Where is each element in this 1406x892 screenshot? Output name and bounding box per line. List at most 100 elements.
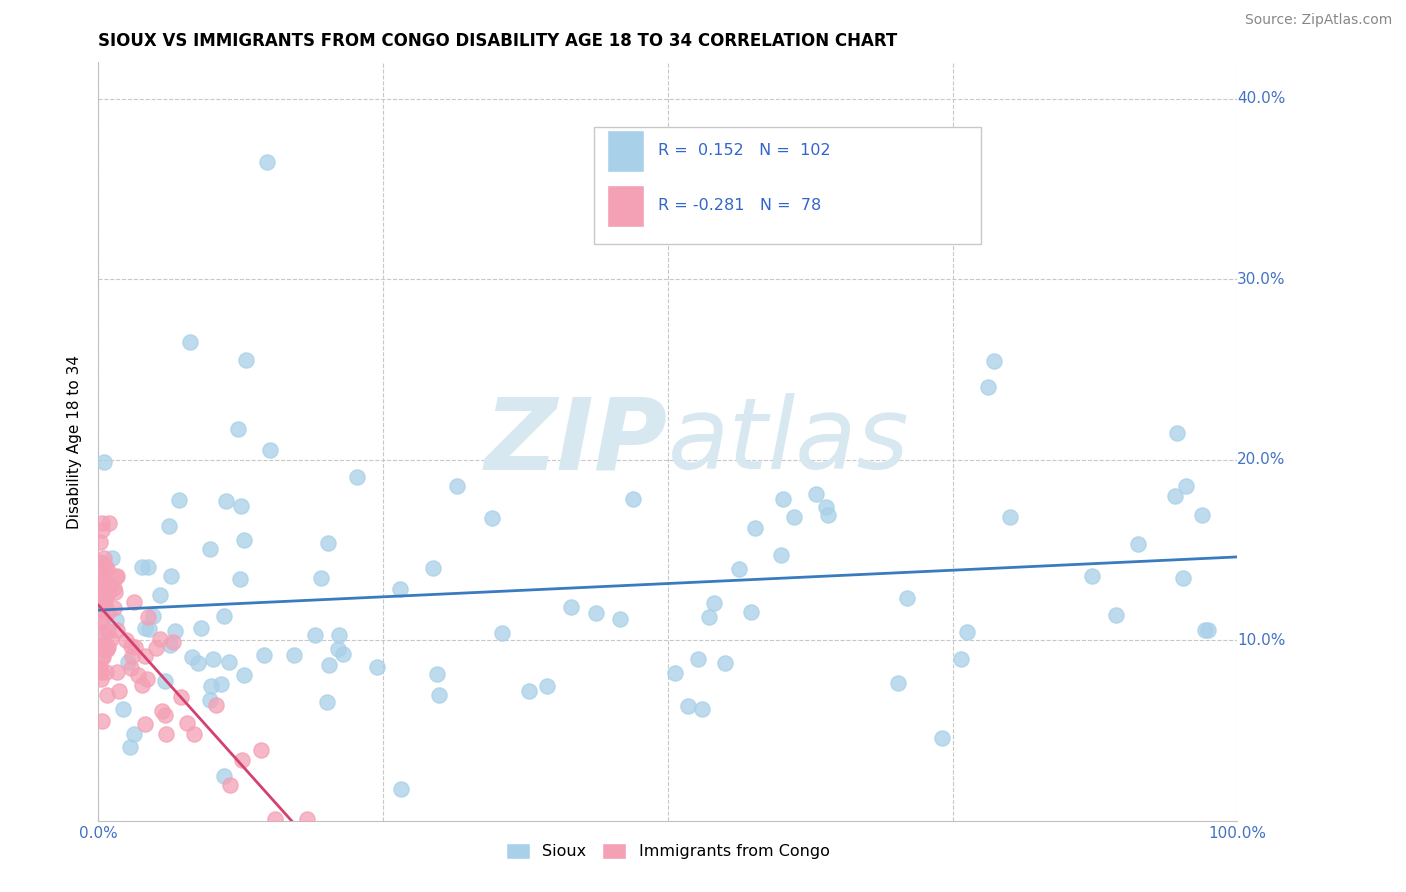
Point bbox=[744, 521, 766, 535]
Text: SIOUX VS IMMIGRANTS FROM CONGO DISABILITY AGE 18 TO 34 CORRELATION CHART: SIOUX VS IMMIGRANTS FROM CONGO DISABILIT… bbox=[98, 32, 897, 50]
Point bbox=[328, 628, 350, 642]
Legend: Sioux, Immigrants from Congo: Sioux, Immigrants from Congo bbox=[499, 837, 837, 866]
Point bbox=[389, 781, 412, 796]
Point bbox=[956, 625, 979, 640]
Point bbox=[427, 689, 450, 703]
Point bbox=[609, 612, 631, 626]
Point bbox=[1105, 608, 1128, 623]
Point bbox=[120, 639, 142, 653]
Point bbox=[115, 633, 138, 648]
Point bbox=[212, 769, 235, 783]
Point bbox=[96, 642, 118, 657]
FancyBboxPatch shape bbox=[607, 130, 644, 171]
Point bbox=[931, 731, 953, 745]
Point bbox=[998, 509, 1021, 524]
Text: atlas: atlas bbox=[668, 393, 910, 490]
Point bbox=[136, 673, 159, 687]
Point bbox=[108, 684, 131, 698]
Point bbox=[91, 625, 114, 640]
Point bbox=[187, 656, 209, 670]
Point bbox=[728, 562, 751, 576]
Point bbox=[316, 536, 339, 550]
Point bbox=[804, 487, 827, 501]
Point bbox=[179, 335, 201, 350]
Point bbox=[90, 640, 112, 654]
Text: R =  0.152   N =  102: R = 0.152 N = 102 bbox=[658, 144, 830, 158]
Point bbox=[231, 753, 253, 767]
Point bbox=[157, 518, 180, 533]
Point bbox=[153, 673, 176, 688]
Point bbox=[93, 558, 115, 573]
Point bbox=[688, 652, 710, 666]
Point bbox=[90, 600, 112, 615]
Point bbox=[155, 726, 177, 740]
Point bbox=[105, 613, 128, 627]
Point bbox=[256, 154, 278, 169]
Point bbox=[176, 716, 198, 731]
Point bbox=[96, 688, 118, 702]
Point bbox=[148, 588, 170, 602]
Point bbox=[93, 599, 115, 613]
Point bbox=[233, 533, 256, 548]
Point bbox=[96, 585, 118, 599]
Point bbox=[817, 508, 839, 522]
Point bbox=[97, 605, 120, 619]
Point bbox=[93, 574, 115, 589]
Point bbox=[134, 717, 156, 731]
Point bbox=[93, 627, 115, 641]
Point bbox=[200, 679, 222, 693]
Point bbox=[170, 690, 193, 704]
Point bbox=[94, 591, 117, 605]
Point bbox=[481, 510, 503, 524]
Point bbox=[1166, 425, 1188, 440]
Point bbox=[250, 743, 273, 757]
Point bbox=[181, 650, 204, 665]
Point bbox=[229, 572, 252, 586]
Point bbox=[229, 499, 252, 513]
Text: Source: ZipAtlas.com: Source: ZipAtlas.com bbox=[1244, 13, 1392, 28]
Point bbox=[97, 624, 120, 639]
Point bbox=[93, 591, 115, 606]
Point bbox=[676, 699, 699, 714]
Text: 10.0%: 10.0% bbox=[1237, 632, 1285, 648]
Point bbox=[283, 648, 305, 662]
Point bbox=[149, 632, 172, 647]
Point bbox=[1164, 489, 1187, 503]
Point bbox=[89, 639, 111, 653]
Point bbox=[124, 727, 146, 741]
Point bbox=[228, 422, 250, 436]
Point bbox=[169, 493, 191, 508]
Point bbox=[96, 643, 118, 657]
Point bbox=[814, 500, 837, 514]
Point bbox=[328, 641, 350, 656]
Point bbox=[896, 591, 918, 605]
Point bbox=[134, 649, 156, 664]
Point bbox=[159, 569, 181, 583]
Point bbox=[105, 623, 128, 637]
Point bbox=[976, 380, 998, 394]
Point bbox=[96, 560, 118, 574]
Point bbox=[426, 667, 449, 681]
Point bbox=[887, 675, 910, 690]
Point bbox=[446, 479, 468, 493]
Point bbox=[772, 492, 794, 507]
Point bbox=[422, 561, 444, 575]
Point bbox=[1081, 569, 1104, 583]
Y-axis label: Disability Age 18 to 34: Disability Age 18 to 34 bbox=[67, 354, 83, 529]
Point bbox=[259, 442, 281, 457]
Point bbox=[122, 595, 145, 609]
Point bbox=[117, 655, 139, 669]
Point bbox=[91, 650, 114, 665]
Point bbox=[950, 652, 973, 666]
Point bbox=[138, 622, 160, 636]
Text: 40.0%: 40.0% bbox=[1237, 91, 1285, 106]
Point bbox=[120, 740, 142, 755]
Point bbox=[232, 667, 254, 681]
Point bbox=[264, 812, 287, 826]
Text: ZIP: ZIP bbox=[485, 393, 668, 490]
Point bbox=[93, 550, 115, 565]
Point bbox=[1197, 624, 1219, 638]
Point bbox=[714, 656, 737, 670]
Point bbox=[218, 655, 240, 669]
Point bbox=[536, 679, 558, 693]
